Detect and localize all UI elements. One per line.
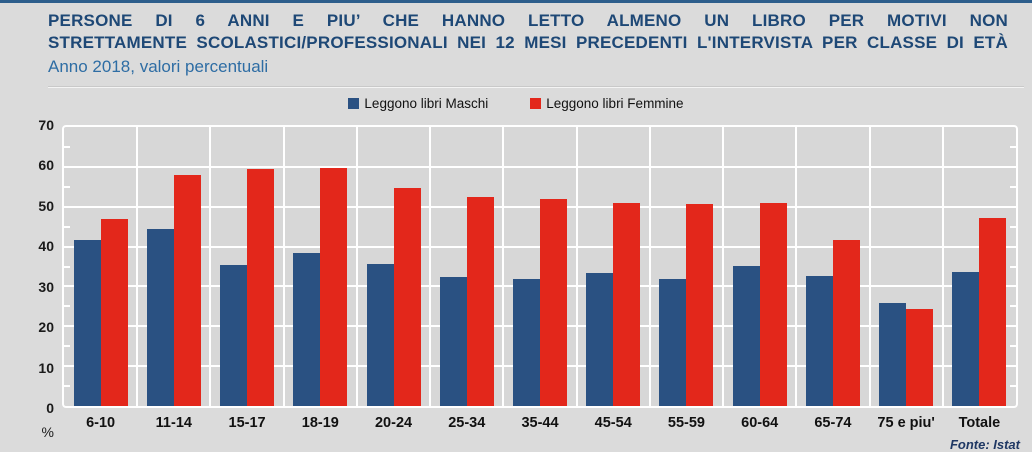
x-category-label-75-e-piu: 75 e piu' [877,415,935,431]
bar-leggono-libri-maschi-55-59 [659,278,687,406]
bar-leggono-libri-maschi-35-44 [513,278,540,406]
gridline-x-5 [429,127,432,406]
bar-leggono-libri-maschi-11-14 [146,228,174,406]
left-minor-tick-45 [64,225,70,228]
right-minor-tick-45 [1010,225,1016,228]
bar-leggono-libri-femmine-totale [979,218,1007,406]
gridline-x-12 [941,127,944,406]
x-category-label-35-44: 35-44 [521,415,559,431]
gridline-x-11 [868,127,871,406]
left-minor-tick-65 [64,145,70,148]
chart-title-line-2: STRETTAMENTE SCOLASTICI/PROFESSIONALI NE… [48,33,1008,52]
legend-swatch-icon [530,98,542,109]
y-tick-label-60: 60 [38,157,54,174]
left-minor-tick-35 [64,265,70,268]
legend-label: Leggono libri Maschi [364,96,489,111]
right-minor-tick-15 [1010,345,1016,348]
left-minor-tick-15 [64,345,70,348]
x-category-label-18-19: 18-19 [301,415,339,431]
y-tick-label-20: 20 [38,319,54,336]
x-category-label-55-59: 55-59 [667,415,705,431]
y-tick-label-50: 50 [38,197,54,214]
bar-leggono-libri-femmine-11-14 [173,175,201,406]
bar-leggono-libri-femmine-75-e-piu [906,308,934,406]
bar-leggono-libri-femmine-20-24 [393,187,421,406]
bar-leggono-libri-femmine-25-34 [466,196,494,406]
right-minor-tick-35 [1010,265,1016,268]
right-minor-tick-25 [1010,305,1016,308]
x-category-label-60-64: 60-64 [741,415,779,431]
x-category-label-45-54: 45-54 [594,415,632,431]
bar-leggono-libri-maschi-45-54 [586,272,614,406]
right-minor-tick-55 [1010,185,1016,188]
legend-item-leggono-libri-maschi: Leggono libri Maschi [348,96,488,111]
bar-leggono-libri-maschi-60-64 [732,266,760,406]
chart-legend: Leggono libri Maschi Leggono libri Femmin… [0,96,1032,111]
gridline-x-9 [722,127,725,406]
legend-label: Leggono libri Femmine [546,96,684,111]
legend-swatch-icon [348,98,360,109]
x-category-label-11-14: 11-14 [155,415,192,431]
x-category-label-25-34: 25-34 [448,415,486,431]
gridline-x-3 [282,127,285,406]
bar-leggono-libri-femmine-6-10 [100,218,128,406]
left-minor-tick-55 [64,185,70,188]
bar-leggono-libri-femmine-65-74 [832,240,860,406]
header-divider [48,86,1024,88]
percent-axis-label: % [41,424,54,440]
gridline-x-2 [209,127,212,406]
x-category-label-15-17: 15-17 [228,415,266,431]
right-minor-tick-5 [1010,385,1016,388]
source-label: Fonte: Istat [949,437,1020,452]
y-tick-label-40: 40 [38,238,54,255]
y-tick-label-0: 0 [46,400,54,416]
y-tick-label-10: 10 [38,359,54,376]
bar-leggono-libri-femmine-45-54 [613,203,641,406]
bar-leggono-libri-femmine-55-59 [686,204,714,406]
chart-header: PERSONE DI 6 ANNI E PIU’ CHE HANNO LETTO… [48,10,1008,77]
right-minor-tick-65 [1010,145,1016,148]
bar-leggono-libri-femmine-15-17 [247,169,275,406]
bar-leggono-libri-maschi-15-17 [220,265,248,406]
gridline-y-60 [64,165,1016,168]
chart-title-line-1: PERSONE DI 6 ANNI E PIU’ CHE HANNO LETTO… [48,11,1008,30]
gridline-x-4 [355,127,358,406]
x-category-label-20-24: 20-24 [374,415,413,431]
bar-leggono-libri-maschi-65-74 [805,276,833,406]
bar-leggono-libri-maschi-25-34 [439,276,467,406]
left-minor-tick-5 [64,385,70,388]
y-tick-label-30: 30 [38,278,54,295]
legend-item-leggono-libri-femmine: Leggono libri Femmine [530,96,684,111]
gridline-x-1 [136,127,139,406]
bar-leggono-libri-maschi-18-19 [293,252,321,406]
gridline-x-7 [575,127,578,406]
bar-leggono-libri-maschi-totale [952,271,980,406]
left-minor-tick-25 [64,305,70,308]
x-category-label-totale: Totale [958,415,1001,431]
bar-leggono-libri-maschi-20-24 [366,263,394,406]
y-tick-label-70: 70 [38,117,54,133]
plot-area [62,125,1018,408]
gridline-x-8 [648,127,651,406]
bar-leggono-libri-femmine-35-44 [540,198,567,406]
bar-leggono-libri-maschi-75-e-piu [879,303,907,406]
chart-subtitle: Anno 2018, valori percentuali [48,57,269,76]
bar-leggono-libri-femmine-18-19 [320,168,348,406]
x-category-label-65-74: 65-74 [814,415,852,431]
gridline-x-10 [795,127,798,406]
gridline-x-6 [502,127,505,406]
bar-leggono-libri-femmine-60-64 [759,202,787,406]
bar-leggono-libri-maschi-6-10 [73,240,101,406]
x-category-label-6-10: 6-10 [86,415,116,431]
